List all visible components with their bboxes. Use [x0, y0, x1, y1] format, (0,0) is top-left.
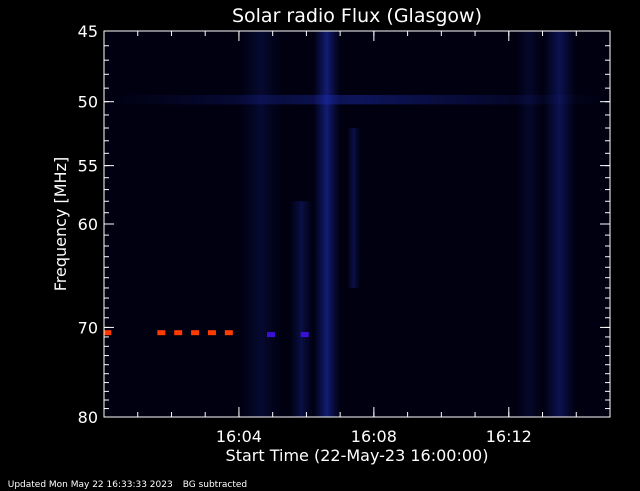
emission-band-2 [542, 31, 577, 417]
y-tick-label-2: 55 [78, 157, 98, 176]
bg-subtracted-note: BG subtracted [182, 480, 248, 490]
interference-mark-7 [300, 332, 309, 338]
y-axis-label: Frequency [MHz] [51, 157, 70, 291]
chart-title: Solar radio Flux (Glasgow) [232, 5, 482, 27]
x-tick-label-1: 16:08 [351, 427, 397, 446]
interference-mark-4 [207, 330, 216, 336]
emission-band-6 [346, 127, 361, 288]
y-axis: 45 50 55 60 70 80 [78, 22, 610, 427]
emission-layer [104, 31, 610, 417]
x-axis: 16:04 16:08 16:12 [137, 31, 577, 446]
x-tick-label-0: 16:04 [216, 427, 262, 446]
y-tick-label-0: 45 [78, 22, 98, 41]
x-axis-label: Start Time (22-May-23 16:00:00) [226, 446, 489, 465]
y-tick-label-3: 60 [78, 215, 98, 234]
y-tick-label-5: 80 [78, 408, 98, 427]
spectrogram-chart: 45 50 55 60 70 80 16:04 16:08 16:12 Solar radio… [51, 5, 611, 465]
y-tick-label-1: 50 [78, 93, 98, 112]
interference-mark-0 [104, 330, 112, 336]
interference-layer [104, 330, 309, 338]
emission-band-3 [238, 31, 283, 417]
emission-band-4 [515, 31, 543, 417]
emission-band-0 [313, 31, 341, 417]
interference-mark-3 [191, 330, 200, 336]
emission-band-5 [104, 94, 610, 105]
emission-band-1 [289, 201, 314, 417]
updated-timestamp: Updated Mon May 22 16:33:33 2023 [7, 480, 173, 490]
y-tick-label-4: 70 [78, 318, 98, 337]
interference-mark-5 [224, 330, 233, 336]
x-tick-label-2: 16:12 [486, 427, 532, 446]
interference-mark-6 [266, 332, 275, 338]
footer-status: Updated Mon May 22 16:33:33 2023 BG subtr… [2, 469, 257, 491]
interference-mark-1 [157, 330, 166, 336]
interference-mark-2 [174, 330, 183, 336]
